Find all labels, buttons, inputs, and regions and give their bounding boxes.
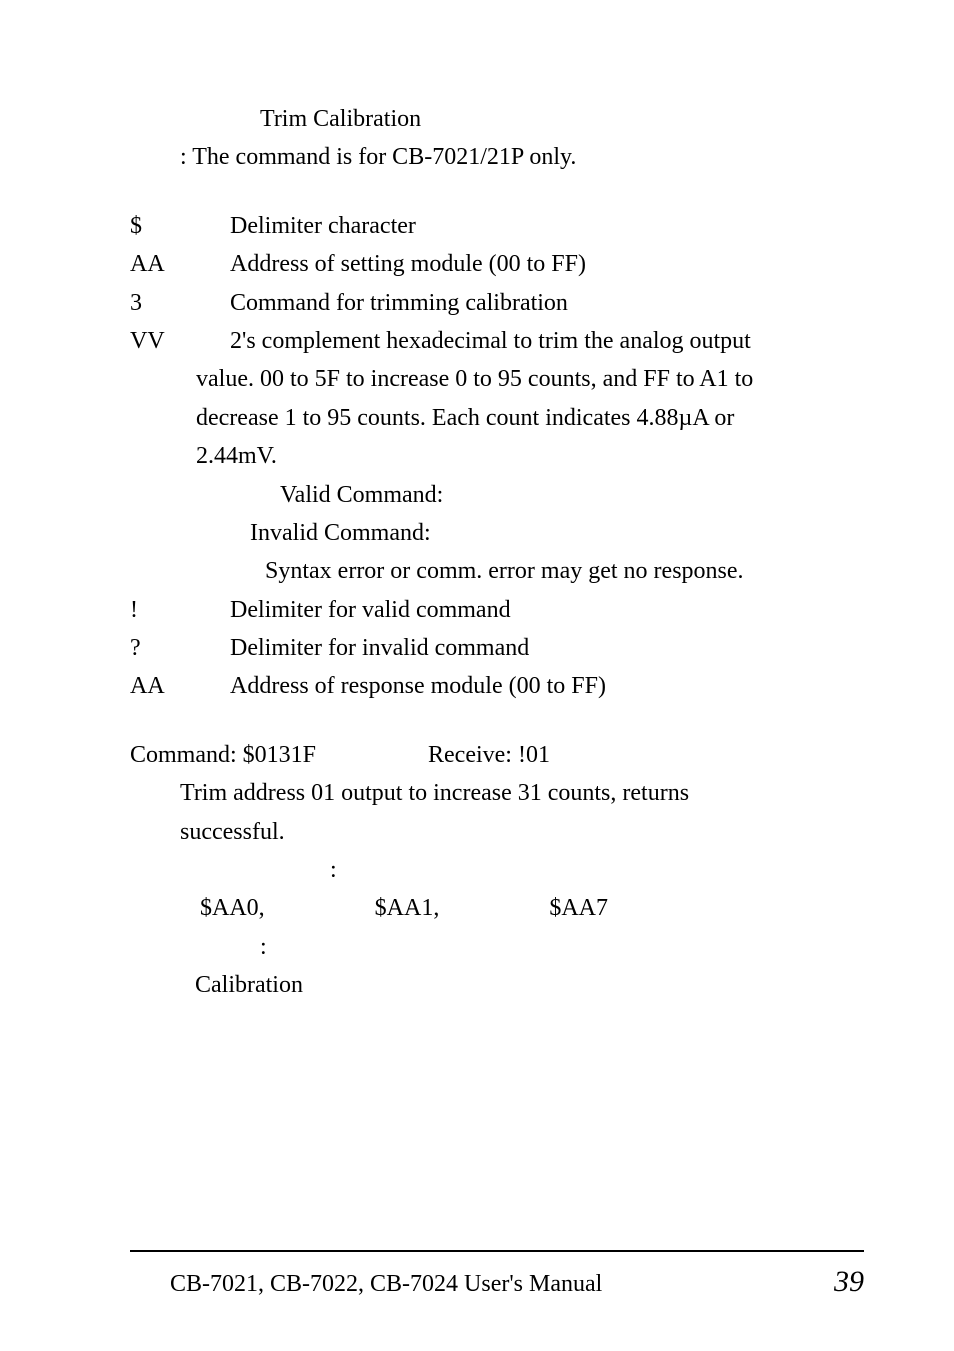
receive-label: Receive: !01 [428, 742, 550, 768]
valid-command: Valid Command: [130, 476, 864, 514]
def-term: AA [130, 245, 230, 283]
def-vv-cont: value. 00 to 5F to increase 0 to 95 coun… [130, 360, 864, 398]
calibration-text: Calibration [130, 966, 864, 1004]
def-term: 3 [130, 284, 230, 322]
def-desc: 2's complement hexadecimal to trim the a… [230, 322, 864, 360]
def-vv-cont: decrease 1 to 95 counts. Each count indi… [130, 399, 864, 437]
title-line-2: : The command is for CB-7021/21P only. [130, 138, 864, 176]
def-term: VV [130, 322, 230, 360]
def-vv-cont: 2.44mV. [130, 437, 864, 475]
command-row: Command: $0131F Receive: !01 [130, 736, 864, 774]
colon-1: : [130, 851, 864, 889]
def-aa2: AA Address of response module (00 to FF) [130, 667, 864, 705]
cmd-desc-l1: Trim address 01 output to increase 31 co… [130, 774, 864, 812]
def-term: $ [130, 207, 230, 245]
def-aa1: AA Address of setting module (00 to FF) [130, 245, 864, 283]
def-qmark: ? Delimiter for invalid command [130, 629, 864, 667]
codes-row: $AA0, $AA1, $AA7 [130, 889, 864, 927]
def-bang: ! Delimiter for valid command [130, 591, 864, 629]
syntax-note: Syntax error or comm. error may get no r… [130, 552, 864, 590]
def-term: AA [130, 667, 230, 705]
footer-title: CB-7021, CB-7022, CB-7024 User's Manual [130, 1265, 602, 1303]
code-a: $AA0, [200, 889, 265, 927]
def-desc: Command for trimming calibration [230, 284, 864, 322]
def-desc: Address of response module (00 to FF) [230, 667, 864, 705]
cmd-desc-l2: successful. [130, 813, 864, 851]
invalid-command: Invalid Command: [130, 514, 864, 552]
command-label: Command: $0131F [130, 742, 316, 768]
def-term: ? [130, 629, 230, 667]
def-desc: Delimiter character [230, 207, 864, 245]
title-line-1: Trim Calibration [130, 100, 864, 138]
page-content: Trim Calibration : The command is for CB… [130, 100, 864, 1005]
def-dollar: $ Delimiter character [130, 207, 864, 245]
def-desc: Delimiter for valid command [230, 591, 864, 629]
page-number: 39 [834, 1258, 864, 1306]
def-vv: VV 2's complement hexadecimal to trim th… [130, 322, 864, 360]
code-c: $AA7 [549, 889, 608, 927]
page-footer: CB-7021, CB-7022, CB-7024 User's Manual … [130, 1250, 864, 1306]
colon-2: : [130, 928, 864, 966]
def-desc: Delimiter for invalid command [230, 629, 864, 667]
code-b: $AA1, [375, 889, 440, 927]
def-term: ! [130, 591, 230, 629]
def-three: 3 Command for trimming calibration [130, 284, 864, 322]
def-desc: Address of setting module (00 to FF) [230, 245, 864, 283]
title-section: Trim Calibration : The command is for CB… [130, 100, 864, 177]
